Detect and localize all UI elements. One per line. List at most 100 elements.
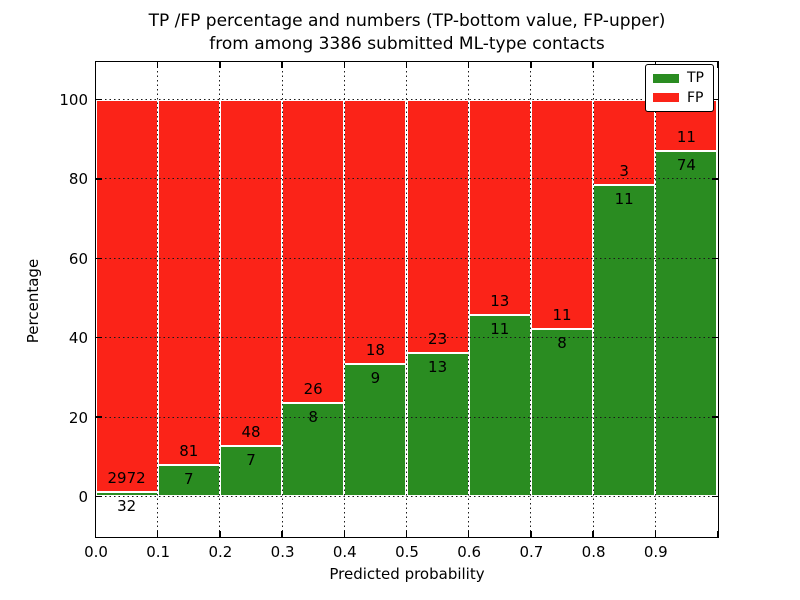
- x-tick-mark: [405, 530, 408, 537]
- x-tick-mark: [467, 530, 470, 537]
- tp-count-label: 74: [676, 155, 696, 174]
- tp-count-label: 9: [370, 369, 381, 388]
- fp-count-label: 13: [490, 291, 510, 310]
- gridline-vertical: [468, 61, 470, 537]
- bar-segment-tp: [344, 364, 407, 497]
- fp-count-label: 23: [428, 330, 448, 349]
- y-tick-mark: [95, 257, 102, 260]
- bar-segment-fp: [282, 99, 345, 404]
- bar-segment-fp: [530, 99, 594, 330]
- x-axis-label: Predicted probability: [329, 565, 485, 583]
- gridline-horizontal: [95, 337, 718, 339]
- bar-segment-tp: [655, 150, 718, 497]
- y-tick-label: 20: [68, 408, 88, 427]
- x-tick-mark-top: [716, 61, 719, 68]
- x-tick-label: 0.2: [208, 543, 233, 561]
- x-tick-mark: [343, 530, 346, 537]
- y-tick-mark: [95, 178, 102, 180]
- tp-count-label: 7: [246, 450, 256, 469]
- x-tick-mark: [654, 530, 657, 537]
- x-tick-mark-top: [281, 61, 283, 68]
- gridline-horizontal: [95, 416, 718, 418]
- y-tick-mark-right: [711, 495, 718, 498]
- legend-entry: FP: [646, 90, 713, 106]
- x-tick-label: 0.3: [270, 543, 295, 561]
- x-tick-label: 0.5: [395, 543, 419, 561]
- gridline-vertical: [219, 61, 221, 537]
- y-tick-mark: [95, 98, 102, 101]
- bar-segment-fp: [468, 99, 531, 315]
- x-tick-mark-top: [592, 61, 594, 68]
- tp-count-label: 8: [308, 408, 318, 427]
- y-tick-mark-right: [711, 178, 718, 180]
- x-tick-mark-top: [219, 61, 221, 68]
- y-tick-mark: [95, 416, 102, 418]
- x-tick-mark-top: [405, 61, 408, 68]
- fp-count-label: 11: [676, 127, 696, 146]
- x-tick-mark: [281, 530, 283, 537]
- gridline-vertical: [281, 61, 283, 537]
- tp-count-label: 8: [557, 334, 567, 353]
- gridline-horizontal: [95, 178, 718, 180]
- y-tick-label: 60: [68, 249, 88, 268]
- bar-segment-fp: [593, 99, 656, 185]
- y-tick-mark-right: [711, 336, 718, 339]
- y-tick-label: 80: [68, 170, 88, 189]
- fp-count-label: 18: [365, 341, 385, 360]
- legend-entry: TP: [646, 70, 713, 86]
- tp-count-label: 11: [614, 189, 634, 208]
- bar-segment-tp: [468, 314, 531, 497]
- legend-label: TP: [687, 70, 704, 87]
- gridline-vertical: [406, 61, 407, 537]
- y-tick-mark-right: [711, 416, 718, 418]
- fp-count-label: 3: [619, 161, 629, 180]
- tp-count-label: 7: [184, 469, 194, 488]
- x-tick-label: 0.7: [519, 543, 544, 561]
- fp-count-label: 26: [303, 380, 323, 399]
- bar-segment-tp: [282, 403, 345, 497]
- x-tick-mark-top: [467, 61, 470, 68]
- x-tick-label: 0.0: [84, 543, 108, 561]
- bar-segment-tp: [95, 492, 158, 497]
- legend-swatch-fp-icon: [653, 93, 679, 103]
- x-tick-mark-top: [94, 61, 97, 68]
- fp-count-label: 11: [552, 306, 572, 325]
- legend-label: FP: [687, 89, 704, 106]
- bar-segment-tp: [530, 329, 594, 497]
- bar-segment-fp: [219, 99, 283, 446]
- x-tick-label: 0.4: [332, 543, 357, 561]
- x-tick-mark: [94, 530, 97, 537]
- gridline-vertical: [592, 61, 594, 537]
- gridline-vertical: [157, 61, 159, 537]
- tp-count-label: 13: [428, 358, 448, 377]
- bar-segment-fp: [406, 99, 469, 354]
- x-tick-label: 0.9: [643, 543, 668, 561]
- gridline-horizontal: [95, 496, 718, 497]
- x-tick-label: 0.1: [146, 543, 171, 561]
- gridline-vertical: [343, 61, 345, 537]
- y-tick-mark-right: [711, 257, 718, 260]
- tp-count-label: 11: [490, 319, 510, 338]
- x-tick-mark: [716, 530, 719, 537]
- chart-title-line1: TP /FP percentage and numbers (TP-bottom…: [148, 11, 666, 31]
- x-tick-mark: [156, 530, 159, 537]
- x-tick-label: 0.6: [457, 543, 482, 561]
- fp-count-label: 2972: [107, 469, 146, 488]
- legend-swatch-tp-icon: [653, 73, 679, 83]
- x-tick-mark: [219, 530, 221, 537]
- y-tick-label: 40: [68, 329, 88, 348]
- y-tick-mark: [95, 336, 102, 339]
- fp-count-label: 48: [241, 422, 261, 441]
- x-tick-mark-top: [530, 61, 532, 68]
- bar-segment-fp: [344, 99, 407, 365]
- y-axis-label: Percentage: [24, 258, 42, 344]
- x-tick-mark-top: [156, 61, 159, 68]
- plot-area: 2972 32 81 7 48 7 26 8 18 9 23 13 13 11 11 8 3 11 11 74: [94, 60, 719, 538]
- bar-segment-fp: [95, 99, 158, 493]
- bar-segment-tp: [593, 184, 656, 497]
- bar-segment-tp: [157, 464, 220, 497]
- gridline-vertical: [654, 61, 656, 537]
- x-tick-label: 0.8: [581, 543, 606, 561]
- x-tick-mark-top: [343, 61, 346, 68]
